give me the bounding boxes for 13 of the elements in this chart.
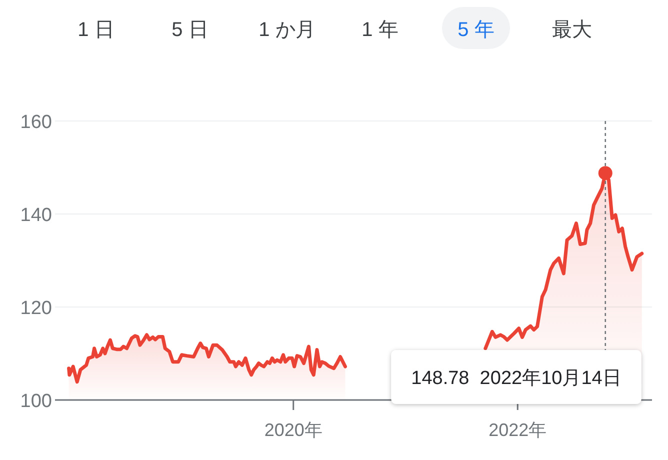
y-tick-label: 160 [20,112,52,133]
text: 5 年 [458,19,494,41]
y-tick-label: 140 [20,205,52,226]
annotation: 148.78 2022年10月14日 [411,368,622,389]
text: 1 年 [362,19,398,41]
y-tick-label: 120 [20,298,52,319]
text: 5 日 [172,19,208,41]
text: 1 か月 [258,19,316,41]
x-tick-label: 2022年 [488,420,547,440]
text: 最大 [552,19,592,41]
text: 1 日 [78,19,114,41]
y-tick-label: 100 [20,391,52,412]
x-tick-label: 2020年 [264,420,322,440]
